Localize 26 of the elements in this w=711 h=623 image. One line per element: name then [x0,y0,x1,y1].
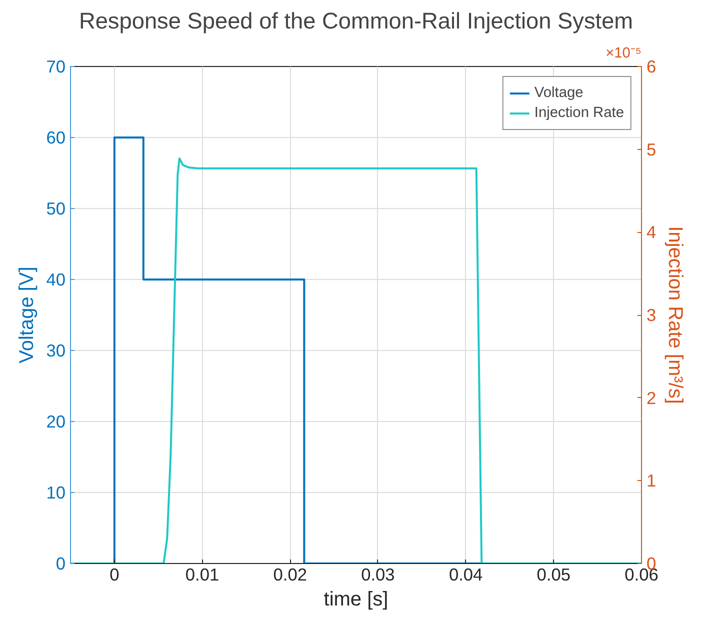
y-axis-title: Voltage [V] [16,266,38,364]
y-tick-label: 50 [46,198,66,218]
x-axis-title: time [s] [324,588,388,610]
x-tick-label: 0.05 [536,564,571,584]
y2-tick-label: 2 [646,388,656,408]
y2-tick-label: 3 [646,305,656,325]
legend-label: Injection Rate [534,105,624,121]
x-tick-label: 0.03 [361,564,395,584]
y-tick-label: 10 [46,482,66,502]
y-tick-label: 60 [46,128,66,148]
legend-label: Voltage [534,85,584,101]
text: ×10⁻⁵ [606,46,642,62]
y2-tick-label: 5 [646,139,656,160]
y2-axis-title: Injection Rate [m³/s] [664,226,686,404]
y-tick-label: 40 [46,270,66,290]
y2-tick-label: 4 [646,222,656,242]
y-tick-label: 20 [46,412,66,432]
x-tick-label: 0 [110,564,120,584]
x-tick-label: 0.01 [185,564,220,584]
x-tick-label: 0.02 [273,564,307,584]
y-tick-label: 30 [46,340,66,360]
y2-tick-label: 6 [646,56,656,76]
y2-tick-label: 1 [646,470,656,491]
x-tick-label: 0.04 [448,564,484,584]
y-tick-label: 70 [46,56,66,76]
chart-title: Response Speed of the Common-Rail Injection System [78,8,634,34]
